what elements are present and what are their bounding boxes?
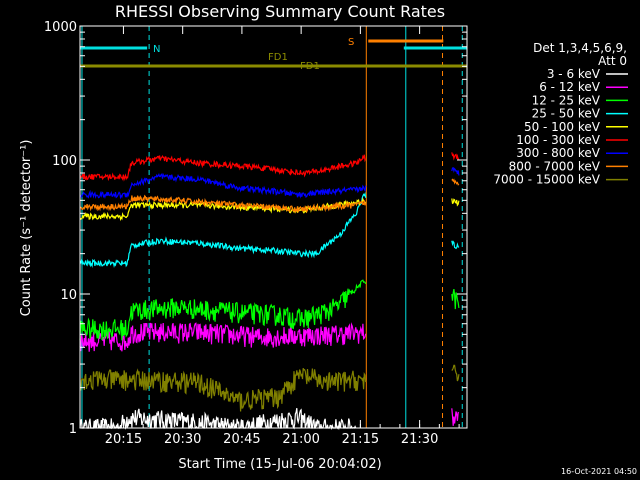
flag-label-n: N — [153, 44, 160, 55]
y-axis-label: Count Rate (s⁻¹ detector⁻¹) — [19, 140, 34, 317]
flag-label-fd1: FD1 — [268, 52, 288, 63]
y-tick-label-1: 10 — [60, 288, 77, 303]
legend-label-4: 50 - 100 keV — [524, 120, 601, 134]
legend-label-0: 3 - 6 keV — [547, 67, 601, 81]
series-line-7 — [79, 178, 460, 214]
x-tick-label-1: 20:30 — [164, 432, 201, 447]
series-line-6 — [79, 166, 460, 200]
x-tick-label-3: 21:00 — [282, 432, 319, 447]
plot-frame — [79, 25, 468, 429]
flag-label-fd1-secondary: FD1 — [300, 61, 320, 72]
legend-label-7: 800 - 7000 keV — [509, 159, 601, 173]
x-tick-label-0: 20:15 — [105, 432, 142, 447]
series-line-2 — [79, 279, 460, 341]
series-line-8 — [79, 364, 460, 412]
legend-label-8: 7000 - 15000 keV — [493, 173, 600, 187]
series-line-1 — [79, 322, 460, 426]
x-tick-label-2: 20:45 — [223, 432, 260, 447]
axes: 20:15 20:30 20:45 21:00 21:15 21:30 1 10 100 1000 — [44, 20, 468, 447]
y-tick-label-0: 1 — [69, 422, 77, 437]
x-axis-label: Start Time (15-Jul-06 20:04:02) — [178, 457, 381, 472]
plot-area: N S FD1 FD1 — [79, 26, 467, 431]
flag-label-s: S — [348, 37, 354, 48]
series-line-5 — [79, 152, 460, 182]
series-line-3 — [79, 191, 460, 269]
legend-label-6: 300 - 800 keV — [516, 146, 600, 160]
legend-label-3: 25 - 50 keV — [532, 107, 601, 121]
legend-header-line2: Att 0 — [598, 54, 627, 68]
legend-label-5: 100 - 300 keV — [516, 133, 600, 147]
y-tick-label-3: 1000 — [44, 20, 77, 35]
x-tick-label-4: 21:15 — [342, 432, 379, 447]
series-line-0 — [79, 408, 357, 431]
timestamp: 16-Oct-2021 04:50 — [561, 467, 637, 476]
legend-label-1: 6 - 12 keV — [539, 80, 601, 94]
x-tick-label-5: 21:30 — [401, 432, 438, 447]
y-tick-label-2: 100 — [52, 154, 77, 169]
legend-label-2: 12 - 25 keV — [532, 93, 601, 107]
legend-header-line1: Det 1,3,4,5,6,9, — [533, 41, 627, 55]
chart-title: RHESSI Observing Summary Count Rates — [115, 2, 445, 21]
